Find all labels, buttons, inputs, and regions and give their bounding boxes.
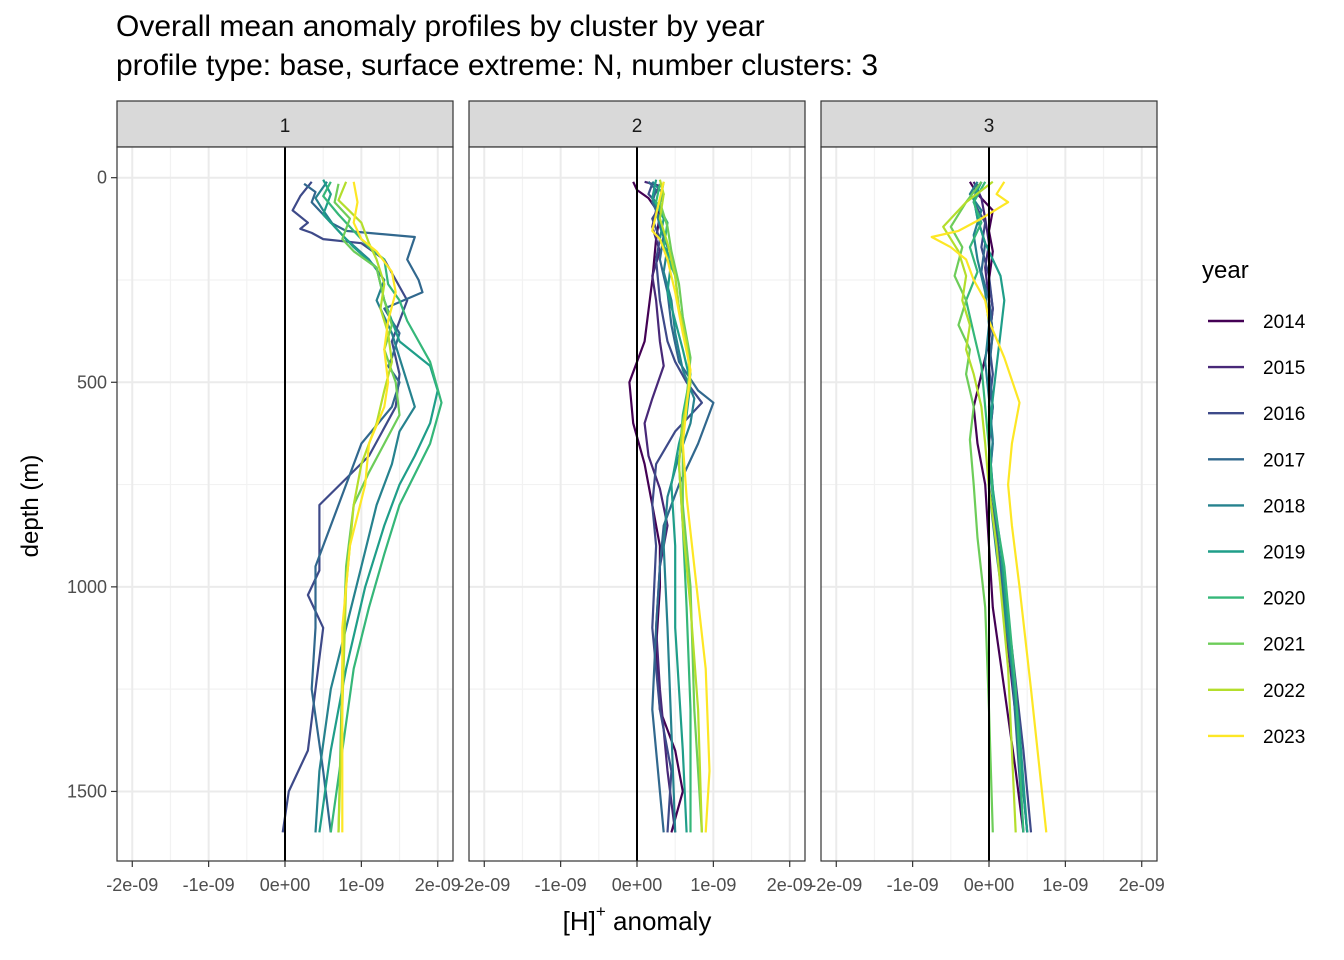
panel-3: 3 -2e-09 -1e-09 0e+00 1e-09 2e-09 <box>810 100 1165 895</box>
panel-1: 1 -2e-09 -1e-09 0e+00 1e-09 2e-09 0 500 1000 1500 <box>67 100 461 895</box>
legend-label-2015: 2015 <box>1263 358 1305 379</box>
series-line-2020 <box>322 181 443 833</box>
chart-title: Overall mean anomaly profiles by cluster… <box>116 10 765 43</box>
x-tick-label: -1e-09 <box>887 875 939 895</box>
y-tick-label: 1000 <box>67 577 107 597</box>
x-tick-label: -1e-09 <box>535 875 587 895</box>
legend-label-2020: 2020 <box>1263 589 1305 610</box>
x-tick-label: 2e-09 <box>1119 875 1165 895</box>
series-line-2021 <box>658 181 703 833</box>
legend-label-2021: 2021 <box>1263 635 1305 656</box>
y-axis-label: depth (m) <box>17 455 44 558</box>
series-line-2021 <box>949 181 994 833</box>
facet-strip-label: 1 <box>280 116 291 137</box>
series-line-2022 <box>942 180 1017 833</box>
series-line-2019 <box>318 179 439 833</box>
chart-subtitle: profile type: base, surface extreme: N, … <box>116 49 878 82</box>
x-axis-label: [H]+ anomaly <box>563 902 712 936</box>
x-tick-label: 0e+00 <box>612 875 663 895</box>
series-line-2022 <box>337 181 393 833</box>
y-tick-label: 0 <box>97 168 107 188</box>
panels: 1 -2e-09 -1e-09 0e+00 1e-09 2e-09 0 500 1000 1500… <box>67 100 1165 895</box>
x-tick-label: -2e-09 <box>810 875 862 895</box>
legend-label-2014: 2014 <box>1263 312 1306 333</box>
legend-label-2022: 2022 <box>1263 681 1305 702</box>
x-tick-label: 2e-09 <box>767 875 813 895</box>
series-line-2020 <box>964 181 1025 833</box>
y-tick-label: 1500 <box>67 781 107 801</box>
facet-strip <box>468 100 806 148</box>
legend-label-2019: 2019 <box>1263 543 1305 564</box>
series-line-2019 <box>972 181 1029 833</box>
x-tick-label: 0e+00 <box>964 875 1015 895</box>
x-axis-label-superscript: + <box>596 902 606 921</box>
x-axis-label-base: [H] <box>563 906 596 936</box>
legend-items: 2014 2015 2016 2017 2018 2019 2020 2021 2022 2023 <box>1208 312 1306 748</box>
y-tick-label: 500 <box>77 372 107 392</box>
series-line-2018 <box>651 181 696 833</box>
legend-label-2018: 2018 <box>1263 496 1305 517</box>
x-tick-label: 1e-09 <box>1042 875 1088 895</box>
legend-label-2016: 2016 <box>1263 404 1305 425</box>
x-axis-label-rest: anomaly <box>606 906 712 936</box>
facet-strip-label: 3 <box>984 116 995 137</box>
x-tick-label: 2e-09 <box>415 875 461 895</box>
x-tick-label: -1e-09 <box>183 875 235 895</box>
series-line-2016 <box>281 181 409 833</box>
x-tick-label: -2e-09 <box>458 875 510 895</box>
legend-label-2023: 2023 <box>1263 727 1305 748</box>
series-line-2023 <box>341 181 397 833</box>
legend: year 2014 2015 2016 2017 2018 2019 2020 2021 202… <box>1202 257 1306 748</box>
series-line-2023 <box>651 181 711 833</box>
legend-title: year <box>1202 257 1249 284</box>
x-tick-label: 1e-09 <box>690 875 736 895</box>
legend-label-2017: 2017 <box>1263 450 1305 471</box>
x-tick-label: -2e-09 <box>106 875 158 895</box>
series-line-2023 <box>930 181 1048 833</box>
series-line-2019 <box>651 179 692 833</box>
x-tick-label: 1e-09 <box>338 875 384 895</box>
facet-strip-label: 2 <box>632 116 643 137</box>
facet-strip <box>820 100 1158 148</box>
panel-2: 2 -2e-09 -1e-09 0e+00 1e-09 2e-09 <box>458 100 813 895</box>
x-tick-label: 0e+00 <box>260 875 311 895</box>
